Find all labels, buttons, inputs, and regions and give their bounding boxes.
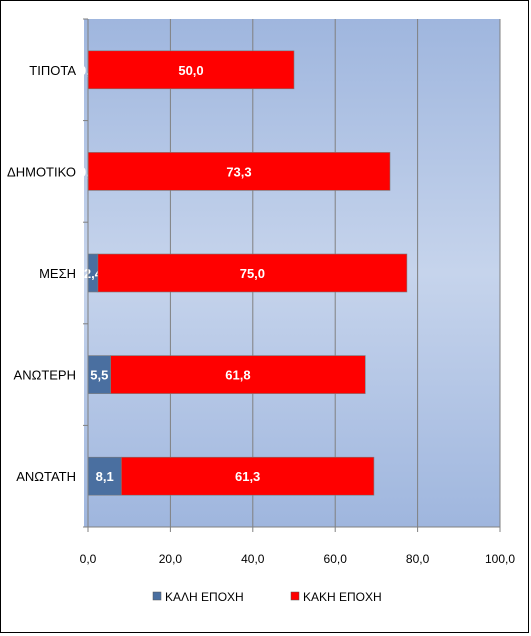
- x-tick-label: 40,0: [241, 552, 265, 566]
- category-label: ΑΝΩΤΕΡΗ: [14, 368, 76, 383]
- legend-swatch: [152, 591, 162, 601]
- data-label: 75,0: [240, 266, 265, 281]
- data-label: 5,5: [90, 368, 108, 383]
- bars: 0,050,00,073,32,475,05,561,88,161,3: [79, 50, 408, 496]
- bar-bad: [87, 50, 295, 90]
- category-label: ΔΗΜΟΤΙΚΟ: [7, 164, 76, 179]
- legend-label: ΚΑΚΗ ΕΠΟΧΗ: [303, 590, 382, 604]
- legend-label: ΚΑΛΗ ΕΠΟΧΗ: [165, 590, 244, 604]
- bar-bad: [87, 152, 391, 191]
- bar-bad: [121, 456, 375, 496]
- x-tick-label: 100,0: [485, 552, 515, 566]
- legend: ΚΑΛΗ ΕΠΟΧΗ ΚΑΚΗ ΕΠΟΧΗ: [152, 590, 382, 604]
- x-tick-label: 80,0: [406, 552, 430, 566]
- data-label: 61,3: [235, 469, 260, 484]
- x-tick-label: 0,0: [80, 552, 97, 566]
- data-label: 8,1: [96, 469, 114, 484]
- bar-bad: [97, 253, 408, 293]
- category-label: ΜΕΣΗ: [39, 266, 76, 281]
- data-label: 73,3: [226, 164, 251, 179]
- data-label: 50,0: [178, 63, 203, 78]
- bar-bad: [110, 355, 366, 394]
- x-tick-label: 20,0: [159, 552, 183, 566]
- category-label: ΑΝΩΤΑΤΗ: [16, 469, 76, 484]
- data-label: 61,8: [225, 368, 250, 383]
- x-tick-label: 60,0: [324, 552, 348, 566]
- category-label: ΤΙΠΟΤΑ: [29, 63, 76, 78]
- axes: 0,0 20,0 40,0 60,0 80,0 100,0 ΤΙΠΟΤΑ ΔΗΜΟΤΙΚΟ ΜΕ…: [7, 18, 515, 566]
- legend-swatch: [290, 591, 300, 601]
